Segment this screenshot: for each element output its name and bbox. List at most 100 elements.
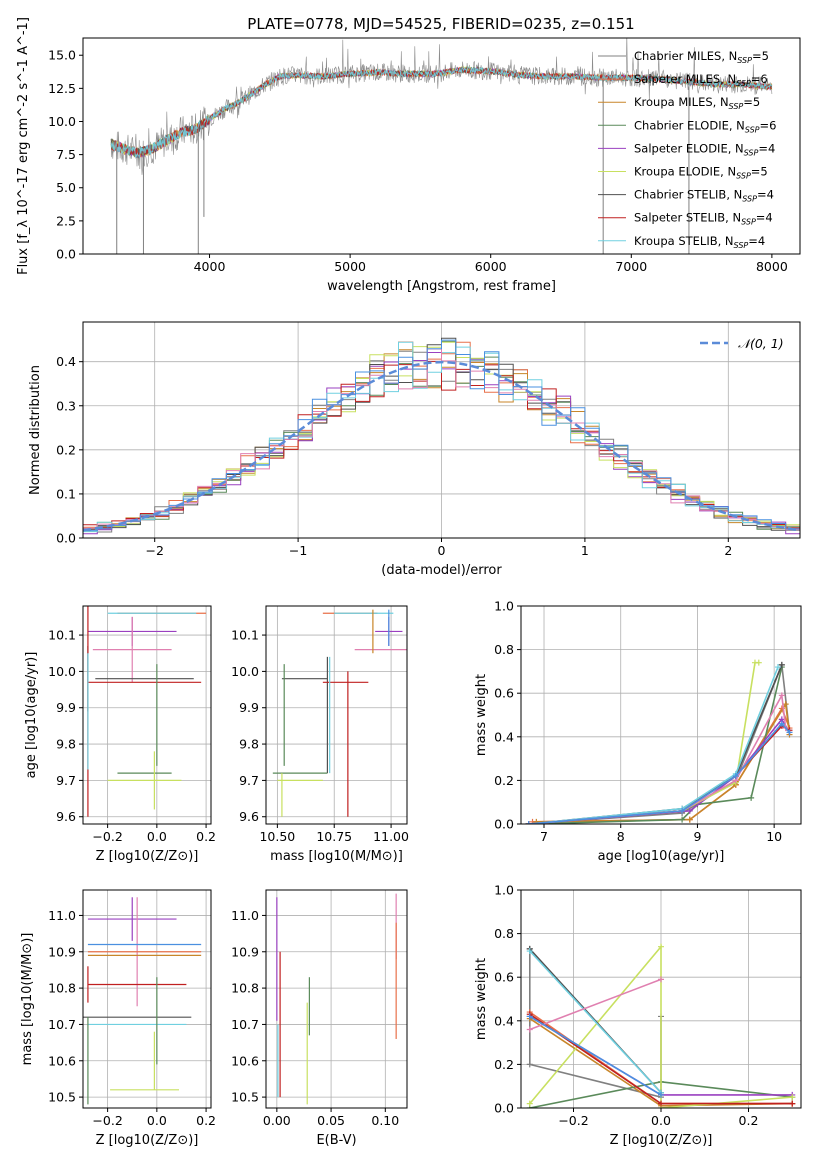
y-tick-label: 10.8 <box>48 981 76 996</box>
axes-frame <box>265 889 408 1109</box>
x-axis-label: Z [log10(Z/Z⊙)] <box>96 1133 199 1148</box>
x-tick-label: 10.75 <box>316 829 352 844</box>
x-tick-label: 0.0 <box>651 1113 671 1128</box>
y-tick-label: 0.8 <box>494 642 514 657</box>
normal-curve <box>83 360 800 532</box>
legend-label: Salpeter STELIB, NSSP=4 <box>634 211 773 227</box>
weight-marker <box>774 664 781 671</box>
y-tick-label: 10.9 <box>231 944 259 959</box>
y-tick-label: 10.5 <box>48 1090 76 1105</box>
legend-label: Salpeter MILES, NSSP=6 <box>634 72 768 88</box>
figure-title: PLATE=0778, MJD=54525, FIBERID=0235, z=0… <box>247 15 634 33</box>
weight-marker <box>679 816 686 823</box>
x-tick-label: 0.2 <box>196 829 216 844</box>
x-tick-label: 0.0 <box>147 1113 167 1128</box>
mass-weight-vs-z-panel: −0.2 0.0 0.2 0.0 0.2 0.4 0.6 0.8 1.0 Z [log10(Z/Z… <box>474 883 802 1148</box>
x-axis-label: mass [log10(M/M⊙)] <box>270 849 403 864</box>
y-tick-label: 11.0 <box>231 908 259 923</box>
y-tick-label: 10.6 <box>48 1053 76 1068</box>
legend-label: Chabrier STELIB, NSSP=4 <box>634 188 774 204</box>
y-tick-label: 1.0 <box>494 883 514 898</box>
weight-marker <box>786 729 793 736</box>
x-tick-label: −0.2 <box>558 1113 588 1128</box>
weight-marker <box>525 821 532 824</box>
x-tick-label: −2 <box>145 543 163 558</box>
y-tick-label: 10.0 <box>48 664 76 679</box>
x-tick-label: 6000 <box>475 259 507 274</box>
weight-marker <box>778 661 785 668</box>
y-tick-label: 10.5 <box>231 1090 259 1105</box>
y-tick-label: 0.1 <box>56 486 76 501</box>
weight-marker <box>748 794 755 801</box>
y-tick-label: 0.2 <box>494 773 514 788</box>
legend-label: 𝒩(0, 1) <box>738 336 784 351</box>
x-tick-label: −0.2 <box>92 1113 122 1128</box>
weight-line-salpeter-miles <box>532 706 791 823</box>
axes-frame <box>82 889 212 1109</box>
weight-line-chabrier-stelib <box>528 664 783 824</box>
y-axis-label: mass weight <box>474 958 489 1040</box>
y-tick-label: 9.8 <box>239 737 259 752</box>
weight-marker <box>732 773 739 780</box>
x-axis-label: age [log10(age/yr)] <box>598 849 725 864</box>
x-tick-label: −0.2 <box>92 829 122 844</box>
weight-marker <box>782 701 789 708</box>
y-tick-label: 15.0 <box>48 48 76 63</box>
plot-area <box>272 609 407 817</box>
weight-marker <box>658 1100 664 1107</box>
x-tick-label: 7 <box>540 829 548 844</box>
x-tick-label: 4000 <box>194 259 226 274</box>
x-tick-label: 7000 <box>615 259 647 274</box>
y-tick-label: 1.0 <box>494 599 514 614</box>
x-axis-label: Z [log10(Z/Z⊙)] <box>96 849 199 864</box>
weight-line-kroupa-miles <box>536 701 791 823</box>
x-tick-label: 10 <box>766 829 782 844</box>
y-tick-label: 0.0 <box>494 1101 514 1116</box>
plot-area <box>526 943 796 1108</box>
weight-marker <box>778 692 785 699</box>
mass-weight-vs-age-panel: 7 8 9 10 0.0 0.2 0.4 0.6 0.8 1.0 age [log10(age/yr… <box>474 599 802 864</box>
legend-label: Kroupa ELODIE, NSSP=5 <box>634 165 768 181</box>
y-axis-label: Flux [f_λ 10^-17 erg cm^-2 s^-1 A^-1] <box>16 17 31 275</box>
legend-label: Kroupa MILES, NSSP=5 <box>634 95 760 111</box>
x-tick-label: 0.10 <box>371 1113 399 1128</box>
y-tick-label: 11.0 <box>48 908 76 923</box>
x-tick-label: 0.2 <box>739 1113 759 1128</box>
plot-area <box>110 38 773 254</box>
x-tick-label: 0.00 <box>263 1113 291 1128</box>
y-tick-label: 10.7 <box>48 1017 76 1032</box>
plot-area <box>83 337 800 537</box>
y-tick-label: 0.8 <box>494 926 514 941</box>
weight-line-kroupa-stelib <box>528 666 779 824</box>
weight-marker <box>526 1013 533 1020</box>
axes-frame <box>520 605 802 825</box>
legend-label: Chabrier ELODIE, NSSP=6 <box>634 118 776 134</box>
axes-frame <box>82 605 212 825</box>
weight-line-kroupa-stelib <box>529 950 662 1094</box>
x-axis-label: E(B-V) <box>316 1133 356 1148</box>
spectrum-line-salpeter-stelib <box>110 67 773 157</box>
y-tick-label: 9.9 <box>56 700 76 715</box>
y-tick-label: 5.0 <box>56 180 76 195</box>
plot-area <box>87 606 207 817</box>
plot-area <box>525 659 793 824</box>
weight-marker <box>686 816 693 823</box>
x-tick-label: 9 <box>693 829 701 844</box>
weight-line-blue <box>529 1015 662 1096</box>
weight-marker <box>526 1026 533 1033</box>
x-tick-label: 8 <box>617 829 625 844</box>
weight-marker <box>526 948 533 955</box>
x-axis-label: wavelength [Angstrom, rest frame] <box>327 279 556 294</box>
y-tick-label: 7.5 <box>56 147 76 162</box>
weight-marker <box>778 720 785 727</box>
x-tick-label: 10.50 <box>259 829 295 844</box>
x-tick-label: 0.0 <box>147 829 167 844</box>
y-axis-label: mass weight <box>474 674 489 756</box>
y-tick-label: 0.4 <box>494 1013 514 1028</box>
legend-label: Kroupa STELIB, NSSP=4 <box>634 234 765 250</box>
y-tick-label: 0.0 <box>56 531 76 546</box>
weight-marker <box>526 1100 533 1107</box>
y-tick-label: 10.9 <box>48 944 76 959</box>
y-tick-label: 0.3 <box>56 398 76 413</box>
